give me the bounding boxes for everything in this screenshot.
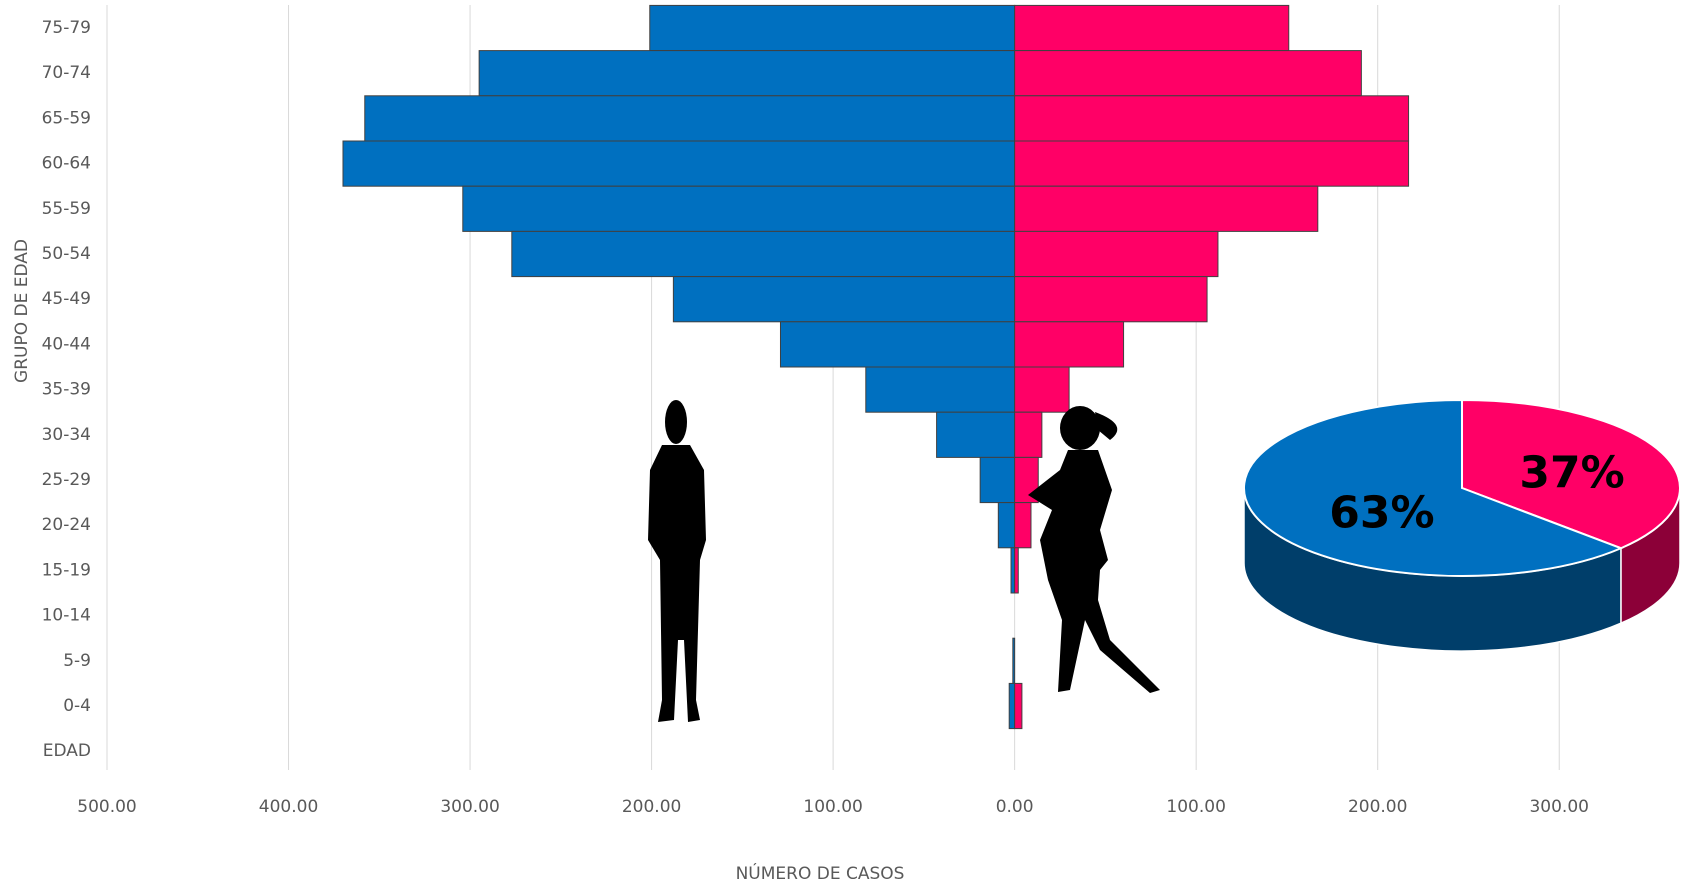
bar [936, 411, 1016, 458]
y-tick-label: 45-49 [42, 289, 91, 309]
x-tick-label: 200.00 [1348, 797, 1407, 817]
x-tick-label: 500.00 [77, 797, 136, 817]
bar [1014, 140, 1410, 187]
bar [672, 276, 1016, 323]
bar [1014, 185, 1319, 232]
y-tick-label: 5-9 [63, 651, 91, 671]
bar [1014, 95, 1410, 142]
bar [1008, 682, 1016, 730]
bar [478, 50, 1016, 97]
y-tick-label: 30-34 [42, 425, 91, 445]
bar [649, 4, 1016, 52]
y-tick-label: 60-64 [42, 154, 91, 174]
y-tick-label: 15-19 [42, 560, 91, 580]
bar [1012, 637, 1016, 684]
bar [342, 140, 1016, 187]
pie-slice [1461, 398, 1681, 550]
bar [1014, 276, 1208, 323]
y-tick-label: 55-59 [42, 199, 91, 219]
bar [462, 185, 1016, 232]
bar [1014, 50, 1362, 97]
bar [1014, 502, 1032, 549]
y-tick-label: EDAD [43, 741, 91, 761]
pie-slice [1243, 398, 1624, 577]
man-silhouette [648, 400, 706, 722]
x-axis-title: NÚMERO DE CASOS [736, 862, 905, 884]
bar [1014, 366, 1070, 413]
bar [779, 321, 1016, 368]
x-tick-label: 0.00 [996, 797, 1034, 817]
bar [1014, 411, 1043, 458]
y-tick-label: 10-14 [42, 606, 91, 626]
pie-label: 37% [1519, 448, 1624, 499]
bars [342, 4, 1410, 730]
y-tick-label: 70-74 [42, 63, 91, 83]
x-tick-label: 200.00 [622, 797, 681, 817]
bar [1014, 4, 1290, 52]
bar [1010, 547, 1016, 594]
y-tick-label: 65-59 [42, 108, 91, 128]
x-tick-label: 100.00 [803, 797, 862, 817]
pie-label: 63% [1329, 487, 1434, 538]
y-tick-label: 0-4 [63, 696, 91, 716]
bar [1014, 547, 1019, 594]
pie-chart: 37% 63% [1243, 398, 1681, 652]
y-tick-label: 25-29 [42, 470, 91, 490]
y-tick-label: 50-54 [42, 244, 91, 264]
x-tick-label: 400.00 [259, 797, 318, 817]
bar [1014, 321, 1125, 368]
x-tick-label: 300.00 [440, 797, 499, 817]
bar [1014, 230, 1219, 278]
y-tick-label: 35-39 [42, 380, 91, 400]
woman-silhouette [1028, 406, 1160, 693]
bar [997, 502, 1016, 549]
y-tick-label: 20-24 [42, 515, 91, 535]
bar [511, 230, 1016, 278]
y-tick-label: 40-44 [42, 334, 91, 354]
x-tick-label: 300.00 [1529, 797, 1588, 817]
bar [979, 456, 1016, 504]
y-tick-label: 75-79 [42, 18, 91, 38]
bar [865, 366, 1016, 413]
bar [1014, 682, 1023, 730]
bar [364, 95, 1016, 142]
x-tick-label: 100.00 [1166, 797, 1225, 817]
y-axis-title: GRUPO DE EDAD [12, 239, 32, 383]
